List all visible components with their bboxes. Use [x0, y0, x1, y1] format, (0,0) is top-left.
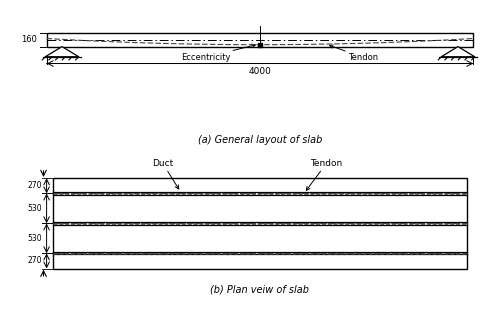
Polygon shape [46, 46, 78, 57]
Text: 270: 270 [28, 257, 42, 265]
Text: 4000: 4000 [248, 67, 272, 76]
Text: 530: 530 [28, 234, 42, 243]
Text: Eccentricity: Eccentricity [181, 44, 256, 62]
Polygon shape [442, 46, 474, 57]
Text: Tendon: Tendon [306, 160, 342, 190]
Text: 270: 270 [28, 181, 42, 190]
Text: 530: 530 [28, 204, 42, 213]
Text: Duct: Duct [152, 160, 179, 189]
Text: (b) Plan veiw of slab: (b) Plan veiw of slab [210, 285, 310, 295]
Text: Tendon: Tendon [330, 45, 378, 62]
Text: 160: 160 [20, 35, 36, 45]
Text: (a) General layout of slab: (a) General layout of slab [198, 135, 322, 145]
Bar [46, 33, 474, 46]
Bar [53, 178, 467, 268]
